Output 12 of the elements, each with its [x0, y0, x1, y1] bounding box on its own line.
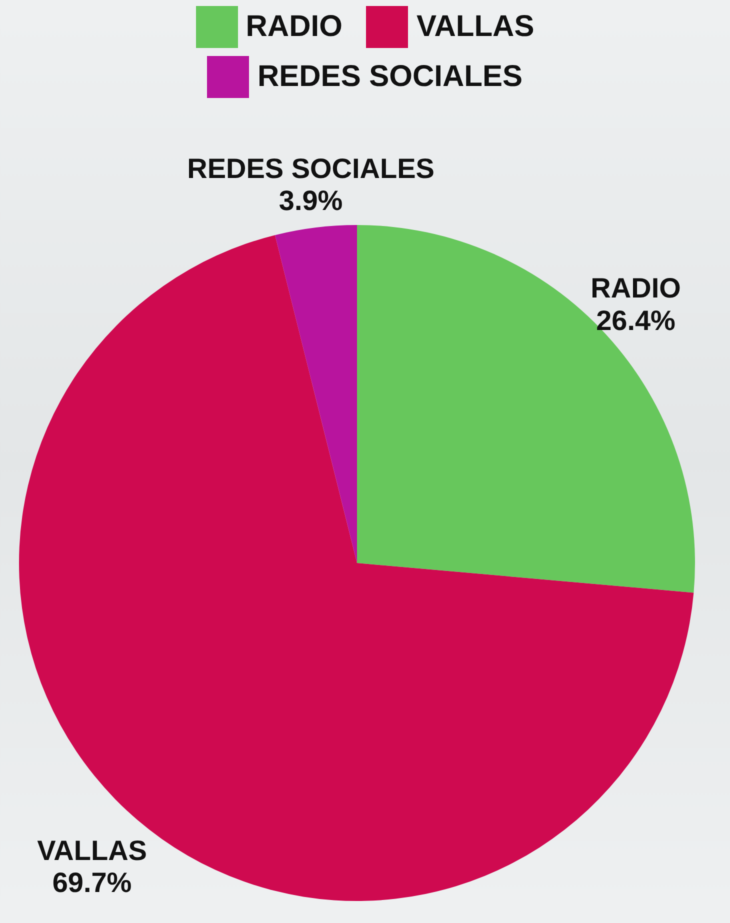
slice-label: RADIO: [590, 272, 681, 304]
data-label: 3.9%: [278, 185, 343, 216]
pie-slice: [19, 235, 694, 900]
pie-slice: [275, 225, 357, 563]
legend-label: RADIO: [246, 10, 342, 44]
pie-slice: [357, 225, 695, 593]
legend-label: VALLAS: [416, 10, 534, 44]
legend-label: REDES SOCIALES: [257, 60, 523, 94]
slice-label: VALLAS: [37, 835, 147, 866]
slice-label: REDES SOCIALES: [187, 152, 434, 184]
data-label: 69.7%: [52, 867, 132, 898]
data-label: 26.4%: [596, 304, 676, 336]
